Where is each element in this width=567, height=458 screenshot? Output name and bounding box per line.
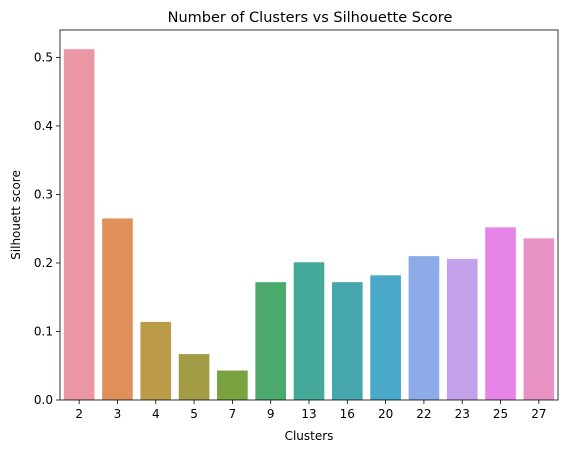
bar-3 — [102, 218, 133, 400]
bar-22 — [408, 256, 440, 400]
bar-20 — [370, 275, 401, 400]
bar-13 — [293, 262, 325, 400]
bar-16 — [331, 282, 363, 400]
x-tick-label: 23 — [455, 407, 470, 421]
bar-5 — [178, 354, 210, 400]
y-tick-label: 0.1 — [34, 324, 53, 338]
bar-7 — [217, 370, 248, 400]
bar-27 — [523, 238, 555, 400]
bar-25 — [485, 227, 516, 400]
y-tick-label: 0.2 — [34, 256, 53, 270]
ticks-group: 2 3 4 5 7 9 13 16 20 22 23 25 270.00.10.20.30.40.5 — [34, 50, 547, 421]
bar-23 — [446, 258, 478, 400]
x-tick-label: 25 — [493, 407, 508, 421]
y-tick-label: 0.4 — [34, 119, 53, 133]
y-tick-label: 0.3 — [34, 187, 53, 201]
x-tick-label: 5 — [190, 407, 198, 421]
x-tick-label: 4 — [152, 407, 160, 421]
x-tick-label: 20 — [378, 407, 393, 421]
x-tick-label: 9 — [267, 407, 275, 421]
x-tick-label: 27 — [531, 407, 546, 421]
x-tick-label: 2 — [75, 407, 83, 421]
x-tick-label: 7 — [229, 407, 237, 421]
y-axis-label: Silhouett score — [9, 170, 23, 260]
y-tick-label: 0.0 — [34, 393, 53, 407]
bars-group — [63, 49, 555, 401]
x-tick-label: 16 — [340, 407, 355, 421]
plot-frame — [59, 29, 559, 401]
x-tick-label: 3 — [114, 407, 122, 421]
x-axis-label: Clusters — [285, 429, 334, 443]
bar-4 — [140, 321, 172, 400]
x-tick-label: 22 — [416, 407, 431, 421]
y-tick-label: 0.5 — [34, 50, 53, 64]
bar-9 — [255, 282, 287, 400]
x-tick-label: 13 — [301, 407, 316, 421]
bar-2 — [63, 49, 95, 401]
chart-title: Number of Clusters vs Silhouette Score — [168, 10, 453, 26]
